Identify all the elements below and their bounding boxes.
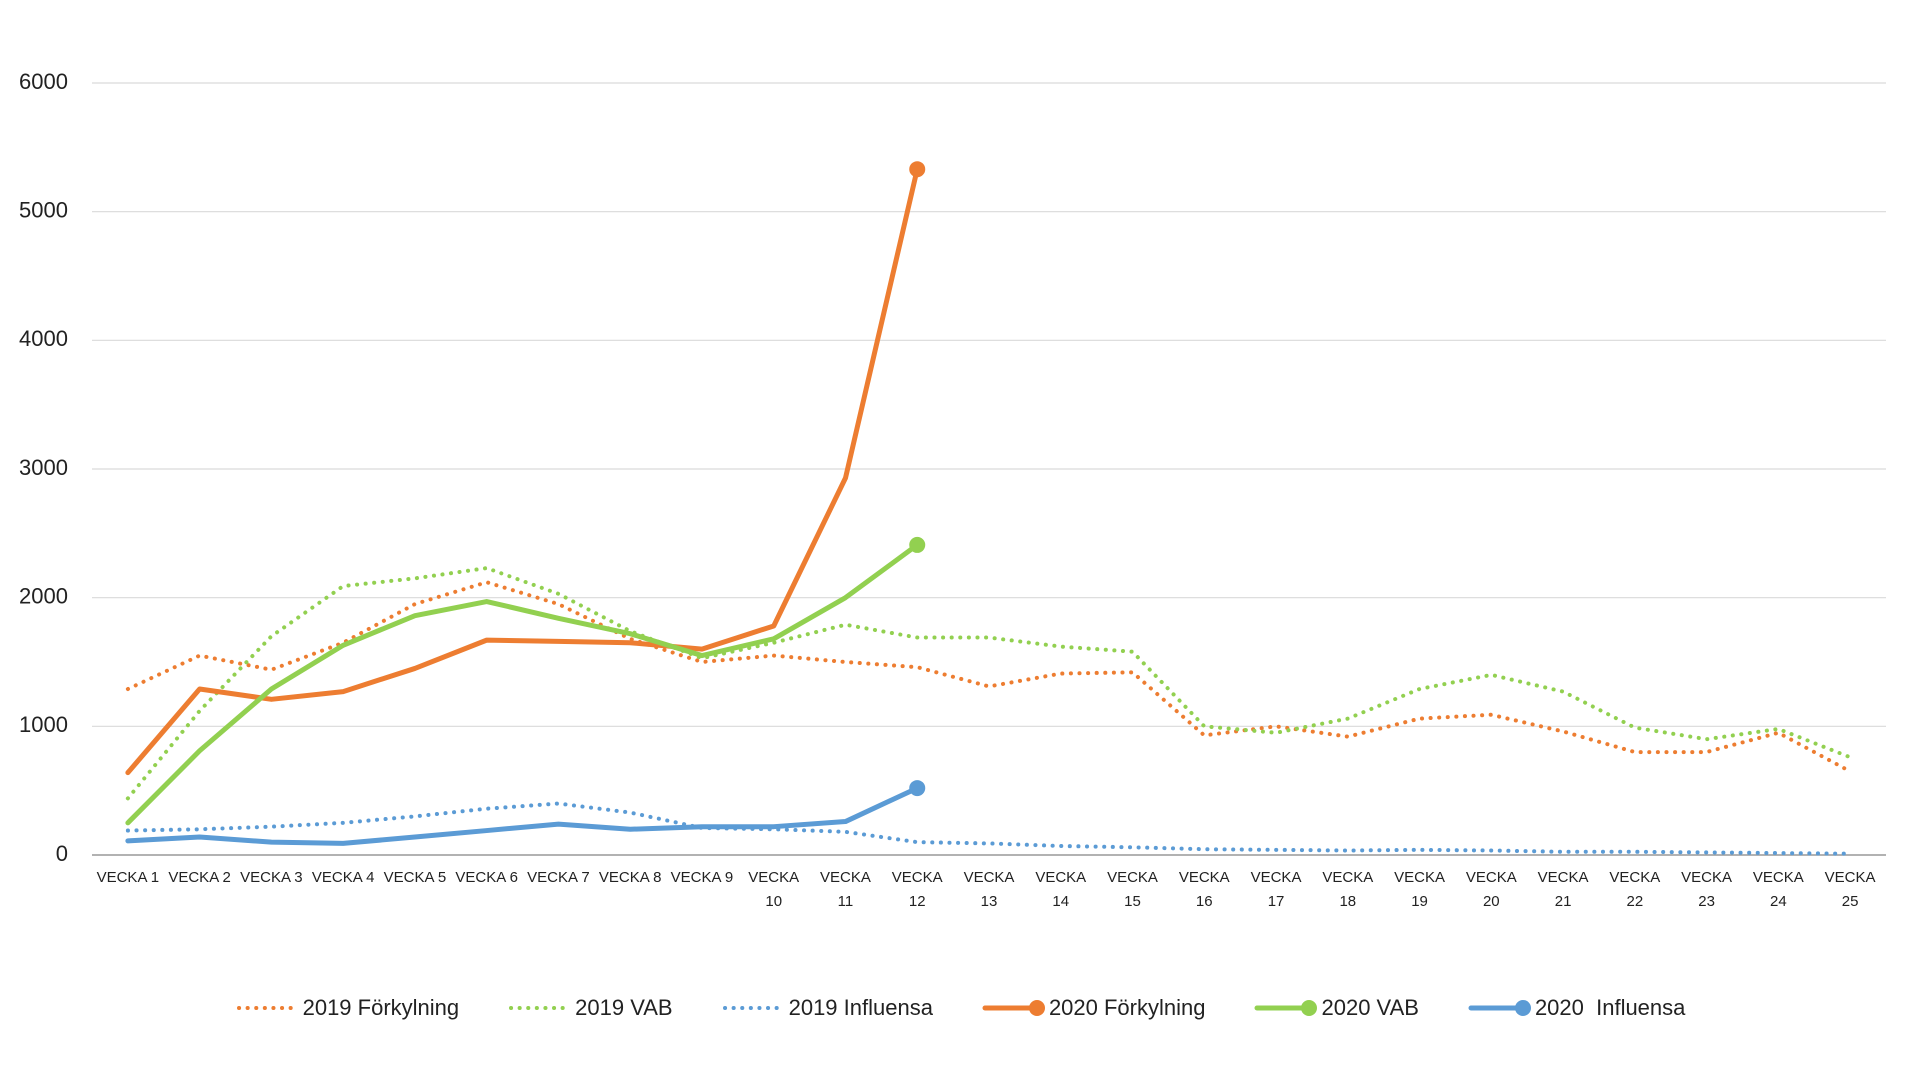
legend-marker	[1514, 1000, 1531, 1016]
y-tick-label: 6000	[19, 69, 68, 94]
legend-label: 2020 VAB	[1321, 995, 1419, 1020]
x-tick-label: VECKA 22	[1609, 869, 1661, 910]
legend-label: 2020 Förkylning	[1048, 995, 1206, 1020]
x-tick-label: VECKA 10	[748, 869, 800, 910]
x-tick-label: VECKA 15	[1107, 869, 1158, 910]
x-tick-label: VECKA 24	[1752, 869, 1804, 910]
line-series	[125, 166, 920, 776]
y-tick-label: 1000	[19, 712, 68, 737]
legend-label: 2019 Influensa	[788, 995, 933, 1020]
end-marker	[909, 536, 926, 553]
x-tick-label: VECKA 1	[96, 869, 160, 886]
x-tick-label: VECKA 6	[455, 869, 518, 886]
x-tick-label: VECKA 14	[1035, 869, 1087, 910]
legend-item: 2020 Förkylning	[981, 995, 1206, 1021]
legend-item: 2020 Influensa	[1467, 995, 1685, 1021]
x-tick-label: VECKA 16	[1178, 869, 1230, 910]
x-tick-label: VECKA 8	[598, 869, 662, 886]
line-series	[125, 801, 1853, 856]
legend-swatch	[982, 1000, 1045, 1016]
legend-marker	[1028, 1000, 1045, 1016]
x-tick-label: VECKA 7	[527, 869, 590, 886]
x-tick-label: VECKA 20	[1465, 869, 1517, 910]
legend-swatch	[236, 1006, 295, 1010]
x-tick-label: VECKA 25	[1824, 869, 1876, 910]
x-tick-label: VECKA 21	[1537, 869, 1589, 910]
legend-swatch	[1254, 1000, 1318, 1016]
legend-swatch	[1468, 1000, 1531, 1016]
line-series	[125, 785, 920, 846]
legend-item: 2019 Influensa	[721, 995, 933, 1021]
legend-swatch	[509, 1006, 568, 1010]
legend-swatch	[722, 1006, 781, 1010]
legend: 2019 Förkylning 2019 VAB 2019 Influensa 202…	[0, 995, 1920, 1021]
legend-item: 2019 Förkylning	[235, 995, 460, 1021]
y-tick-label: 0	[56, 841, 68, 866]
legend-item: 2020 VAB	[1253, 995, 1419, 1021]
x-tick-label: VECKA 18	[1322, 869, 1374, 910]
x-tick-label: VECKA 11	[820, 869, 871, 910]
x-tick-label: VECKA 2	[168, 869, 231, 886]
x-tick-label: VECKA 3	[240, 869, 303, 886]
x-tick-label: VECKA 9	[670, 869, 734, 886]
line-series	[125, 542, 920, 826]
x-tick-label: VECKA 13	[963, 869, 1015, 910]
legend-label: 2019 Förkylning	[302, 995, 460, 1020]
x-tick-label: VECKA 17	[1250, 869, 1302, 910]
line-series	[125, 566, 1853, 801]
legend-item: 2019 VAB	[507, 995, 673, 1021]
y-tick-label: 4000	[19, 326, 68, 351]
end-marker	[909, 780, 926, 797]
y-tick-label: 2000	[19, 583, 68, 608]
end-marker	[909, 161, 926, 178]
x-tick-label: VECKA 4	[311, 869, 375, 886]
y-tick-label: 3000	[19, 455, 68, 480]
x-tick-label: VECKA 12	[891, 869, 943, 910]
x-tick-label: VECKA 23	[1681, 869, 1733, 910]
x-tick-label: VECKA 19	[1394, 869, 1445, 910]
line-series	[125, 580, 1853, 774]
x-tick-label: VECKA 5	[383, 869, 447, 886]
legend-label: 2019 VAB	[575, 995, 673, 1020]
legend-label: 2020 Influensa	[1534, 995, 1686, 1020]
legend-marker	[1301, 1000, 1318, 1016]
y-tick-label: 5000	[19, 197, 68, 222]
